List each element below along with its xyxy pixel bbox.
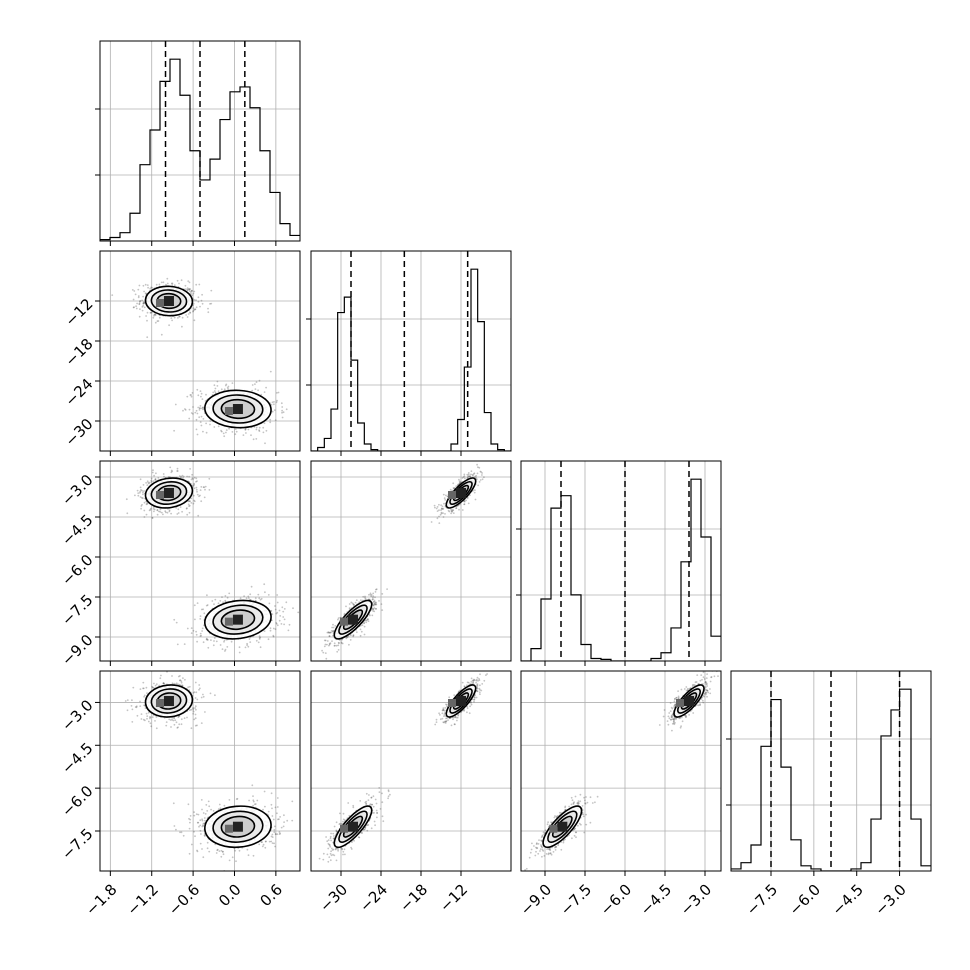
density-peak <box>348 821 358 832</box>
x-tick-label: −7.5 <box>743 881 781 919</box>
density-core <box>549 824 558 833</box>
x-tick-label: −9.0 <box>517 881 555 919</box>
density-peak <box>684 696 694 706</box>
x-tick-label: −4.5 <box>637 881 675 919</box>
panel-frame-2-0 <box>99 460 301 662</box>
density-core <box>340 824 348 833</box>
histogram-panel-0 <box>100 41 300 241</box>
y-tick-label: −7.5 <box>58 825 96 863</box>
y-tick-label: −18 <box>61 335 96 370</box>
scatter-panel-3-1 <box>311 671 511 871</box>
histogram-panel-2 <box>521 461 721 661</box>
y-tick-label: −6.0 <box>58 782 96 820</box>
panel-frame-1-0 <box>99 250 301 452</box>
density-peak <box>348 614 358 625</box>
x-tick-label: −12 <box>436 881 471 916</box>
x-tick-label: 0.6 <box>257 881 287 911</box>
x-tick-label: −1.2 <box>123 881 161 919</box>
density-peak <box>163 696 174 706</box>
density-core <box>340 617 348 626</box>
scatter-panel-2-1 <box>311 461 511 661</box>
histogram-panel-3 <box>731 671 931 871</box>
y-tick-label: −24 <box>61 375 96 410</box>
x-tick-label: −3.0 <box>677 881 715 919</box>
y-tick-label: −7.5 <box>58 591 96 629</box>
y-tick-label: −4.5 <box>58 511 96 549</box>
x-tick-label: −0.6 <box>165 881 203 919</box>
density-core <box>224 617 233 626</box>
x-tick-label: −6.0 <box>597 881 635 919</box>
x-tick-label: −18 <box>396 881 431 916</box>
histogram-panel-1 <box>311 251 511 451</box>
histogram-1-steps <box>311 268 511 451</box>
panel-frame-3-3 <box>730 670 932 872</box>
density-peak <box>232 404 243 414</box>
y-tick-label: −9.0 <box>58 631 96 669</box>
density-core <box>155 491 164 499</box>
density-peak <box>163 296 174 306</box>
panel-frame-2-1 <box>310 460 512 662</box>
x-tick-label: −6.0 <box>786 881 824 919</box>
density-peak <box>456 488 466 498</box>
panel-frame-2-2 <box>520 460 722 662</box>
density-peak <box>557 821 568 832</box>
scatter-panel-3-2 <box>521 671 721 871</box>
scatter-panel-1-0 <box>100 251 300 451</box>
density-peak <box>456 696 466 706</box>
density-core <box>676 699 684 707</box>
panel-frame-0-0 <box>99 40 301 242</box>
panel-frame-1-1 <box>310 250 512 452</box>
x-tick-label: −3.0 <box>871 881 909 919</box>
x-tick-label: 0.0 <box>215 881 245 911</box>
panel-frame-3-0 <box>99 670 301 872</box>
y-tick-label: −12 <box>61 295 96 330</box>
density-peak <box>232 614 243 625</box>
x-tick-label: −30 <box>316 881 351 916</box>
histogram-2-steps <box>521 478 721 661</box>
density-peak <box>163 488 174 498</box>
density-core <box>448 491 456 499</box>
y-tick-label: −3.0 <box>58 471 96 509</box>
density-core <box>155 299 164 307</box>
density-core <box>448 699 456 707</box>
x-tick-label: −7.5 <box>557 881 595 919</box>
y-tick-label: −3.0 <box>58 696 96 734</box>
density-peak <box>232 821 243 832</box>
density-core <box>155 699 164 707</box>
y-tick-label: −30 <box>61 415 96 450</box>
x-tick-label: −1.8 <box>82 881 120 919</box>
x-tick-label: −4.5 <box>828 881 866 919</box>
scatter-panel-3-0 <box>100 671 300 871</box>
y-tick-label: −6.0 <box>58 551 96 589</box>
density-core <box>224 824 233 833</box>
panel-frame-3-2 <box>520 670 722 872</box>
y-tick-label: −4.5 <box>58 739 96 777</box>
scatter-panel-2-0 <box>100 461 300 661</box>
histogram-3-steps <box>731 688 931 871</box>
panel-frame-3-1 <box>310 670 512 872</box>
density-core <box>224 407 233 415</box>
x-tick-label: −24 <box>356 881 391 916</box>
